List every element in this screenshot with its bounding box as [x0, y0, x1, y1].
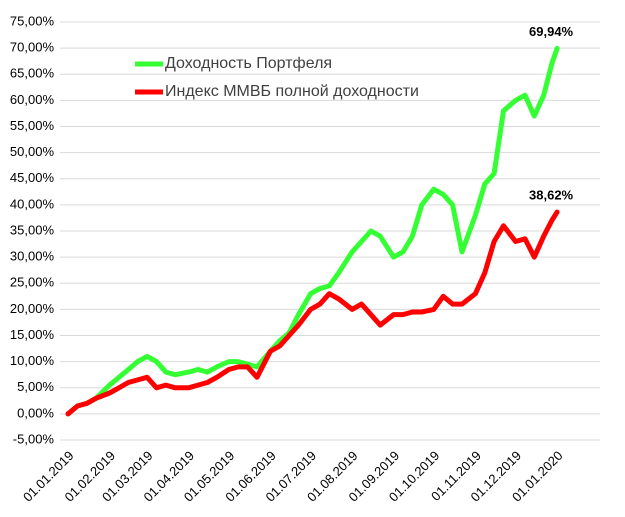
- y-tick-label: 55,00%: [10, 118, 55, 133]
- y-tick-label: 50,00%: [10, 144, 55, 159]
- y-tick-label: 60,00%: [10, 92, 55, 107]
- y-tick-label: 75,00%: [10, 13, 55, 28]
- y-tick-label: 65,00%: [10, 66, 55, 81]
- value-label: 38,62%: [529, 188, 574, 203]
- legend-label: Индекс ММВБ полной доходности: [165, 83, 419, 100]
- y-tick-label: 45,00%: [10, 170, 55, 185]
- y-tick-label: -5,00%: [13, 431, 55, 446]
- y-tick-label: 40,00%: [10, 196, 55, 211]
- y-tick-label: 10,00%: [10, 353, 55, 368]
- y-tick-label: 35,00%: [10, 222, 55, 237]
- series-line: [65, 45, 560, 417]
- series-line: [65, 209, 560, 417]
- y-tick-label: 70,00%: [10, 40, 55, 55]
- value-label: 69,94%: [529, 24, 574, 39]
- legend-label: Доходность Портфеля: [165, 55, 332, 72]
- y-tick-label: 25,00%: [10, 275, 55, 290]
- y-tick-label: 5,00%: [17, 379, 54, 394]
- y-tick-label: 30,00%: [10, 249, 55, 264]
- y-tick-label: 0,00%: [17, 405, 54, 420]
- y-tick-label: 20,00%: [10, 301, 55, 316]
- y-tick-label: 15,00%: [10, 327, 55, 342]
